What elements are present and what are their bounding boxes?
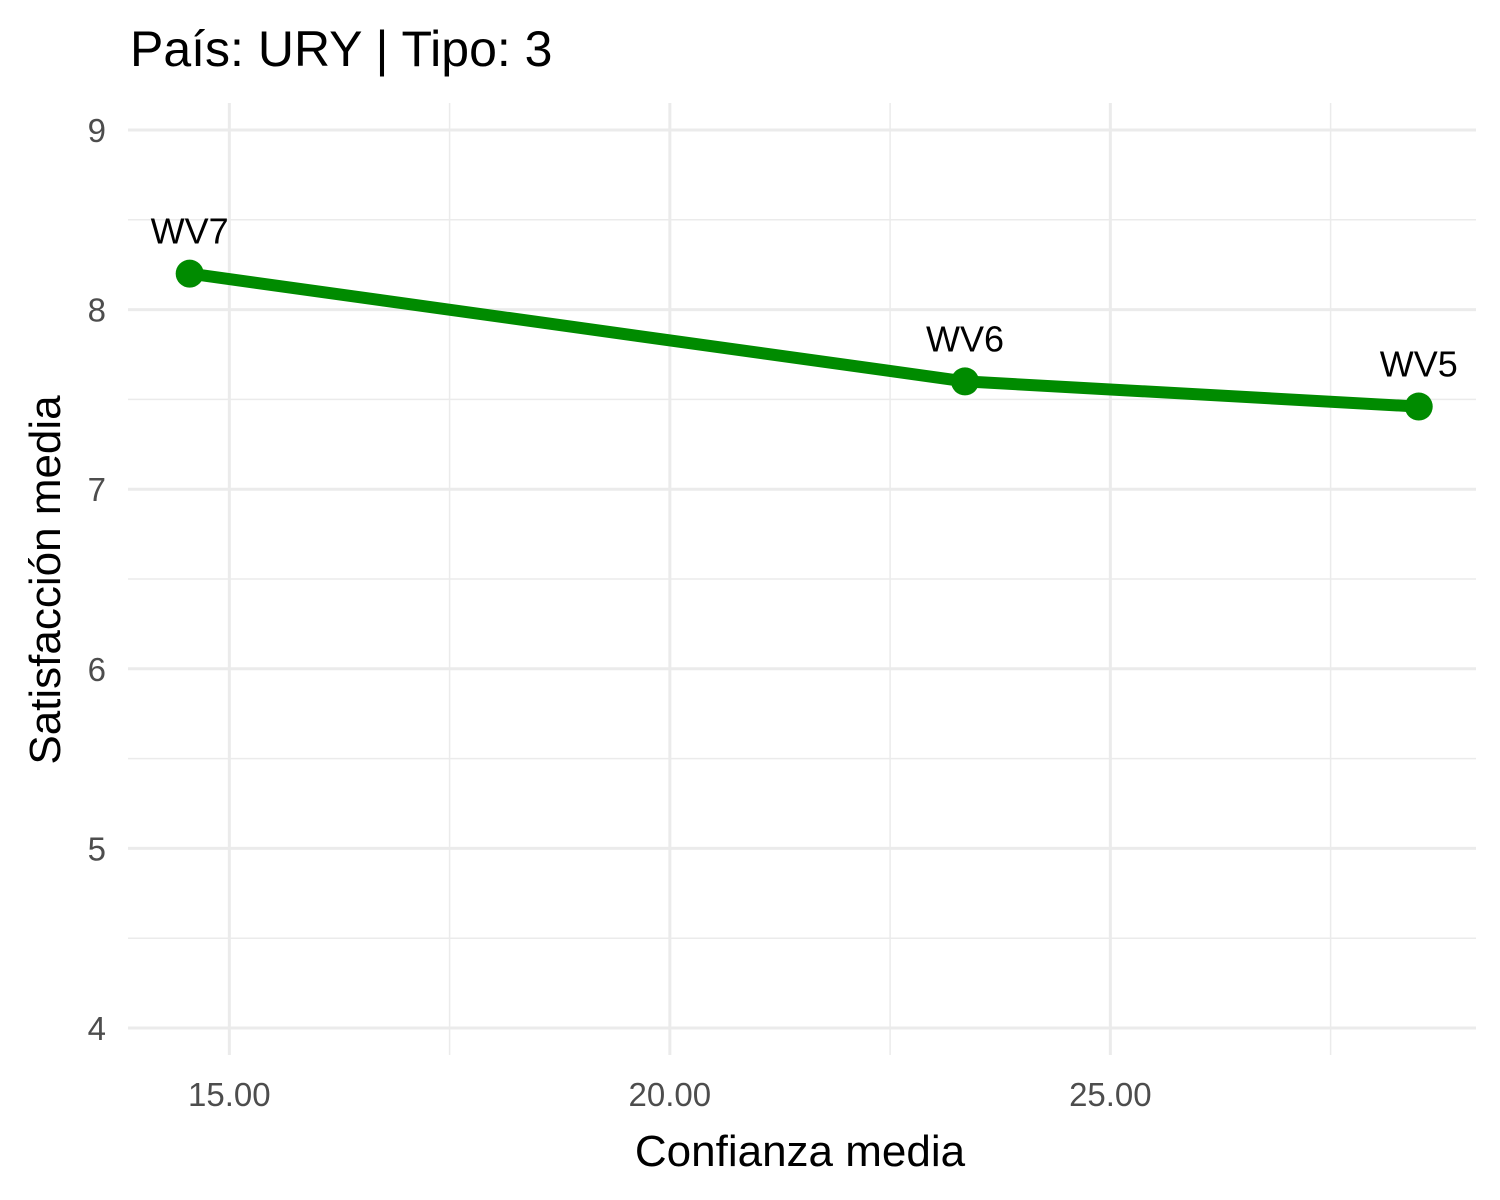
grid — [128, 103, 1476, 1055]
y-axis-title: Satisfacción media — [21, 395, 70, 765]
y-tick-label: 9 — [88, 112, 106, 149]
data-point — [950, 367, 979, 396]
data-label: WV5 — [1380, 344, 1458, 385]
data-point — [175, 259, 204, 288]
data-point — [1404, 392, 1433, 421]
y-tick-label: 4 — [88, 1010, 106, 1047]
x-axis-title: Confianza media — [635, 1127, 966, 1176]
chart-title: País: URY | Tipo: 3 — [130, 21, 552, 77]
y-tick-label: 8 — [88, 292, 106, 329]
y-tick-label: 6 — [88, 651, 106, 688]
point-labels: WV7 WV6 WV5 — [151, 211, 1458, 385]
y-tick-label: 7 — [88, 471, 106, 508]
x-tick-label: 20.00 — [629, 1076, 712, 1113]
data-label: WV6 — [926, 318, 1004, 359]
x-axis-ticks: 15.00 20.00 25.00 — [188, 1076, 1152, 1113]
x-tick-label: 25.00 — [1069, 1076, 1152, 1113]
data-label: WV7 — [151, 211, 229, 252]
y-axis-ticks: 4 5 6 7 8 9 — [88, 112, 106, 1047]
series-line — [183, 267, 1425, 413]
series — [175, 259, 1433, 421]
x-tick-label: 15.00 — [188, 1076, 271, 1113]
y-tick-label: 5 — [88, 830, 106, 867]
